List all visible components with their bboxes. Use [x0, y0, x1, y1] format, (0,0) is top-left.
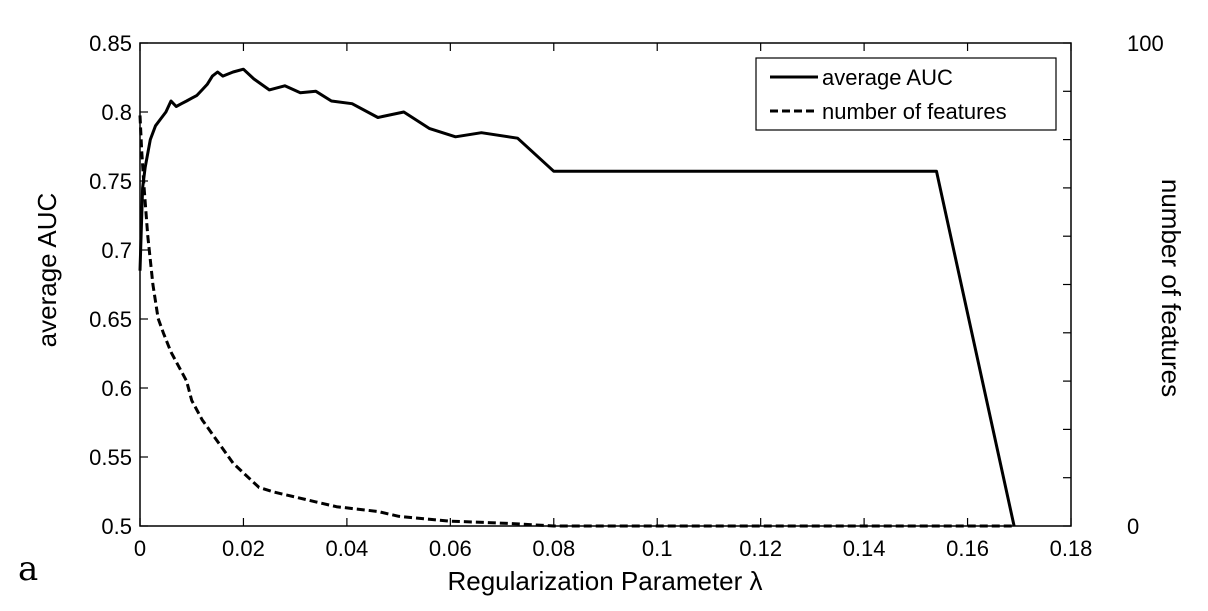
y-left-tick-label: 0.65 [89, 307, 132, 332]
y-left-axis-title: average AUC [32, 193, 62, 348]
x-tick-label: 0 [134, 536, 146, 561]
x-tick-label: 0.1 [642, 536, 673, 561]
y-left-tick-label: 0.7 [101, 238, 132, 263]
x-tick-label: 0.06 [429, 536, 472, 561]
y-left-tick-label: 0.75 [89, 169, 132, 194]
x-axis-ticks: 0 0.02 0.04 0.06 0.08 0.1 0.12 0.14 0.16 0.18 [134, 43, 1093, 561]
y-left-tick-label: 0.8 [101, 100, 132, 125]
x-tick-label: 0.16 [946, 536, 989, 561]
y-left-tick-label: 0.5 [101, 514, 132, 539]
legend: average AUC number of features [755, 57, 1057, 131]
y-right-axis-ticks: 0 100 [1063, 31, 1164, 539]
series-line-number-of-features [138, 115, 1015, 528]
x-tick-label: 0.12 [739, 536, 782, 561]
legend-label-number-of-features: number of features [822, 99, 1007, 124]
y-right-tick-label: 0 [1127, 514, 1139, 539]
x-axis-title: Regularization Parameter λ [447, 566, 762, 596]
x-tick-label: 0.04 [325, 536, 368, 561]
y-left-tick-label: 0.6 [101, 376, 132, 401]
series-line-average-auc [138, 67, 1016, 527]
y-left-tick-label: 0.55 [89, 445, 132, 470]
y-right-tick-label: 100 [1127, 31, 1164, 56]
legend-box [755, 57, 1057, 131]
x-tick-label: 0.02 [222, 536, 265, 561]
x-tick-label: 0.08 [532, 536, 575, 561]
y-left-axis-ticks: 0.5 0.55 0.6 0.65 0.7 0.75 0.8 0.85 [89, 31, 148, 539]
y-right-axis-title: number of features [1156, 179, 1186, 397]
x-tick-label: 0.18 [1050, 536, 1093, 561]
series-layer [138, 67, 1016, 528]
legend-label-average-auc: average AUC [822, 65, 953, 90]
x-tick-label: 0.14 [843, 536, 886, 561]
y-left-tick-label: 0.85 [89, 31, 132, 56]
panel-label: a [18, 549, 38, 589]
